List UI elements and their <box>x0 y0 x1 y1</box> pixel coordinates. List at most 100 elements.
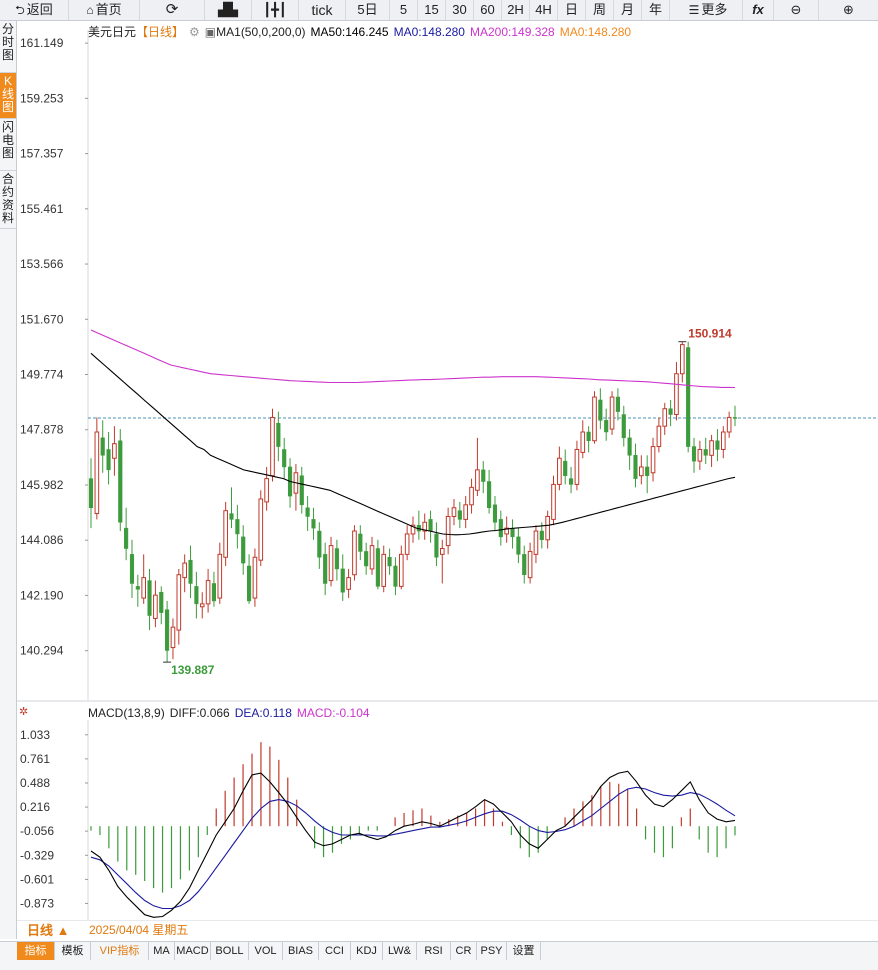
indicator-tab-14[interactable]: 设置 <box>507 942 541 960</box>
candle <box>317 522 322 569</box>
period-button-0[interactable]: 5日 <box>346 0 390 20</box>
indicator-tab-4[interactable]: MACD <box>175 942 211 960</box>
period-button-10[interactable]: 年 <box>642 0 670 20</box>
indicator-tab-8[interactable]: CCI <box>319 942 351 960</box>
tick-button[interactable]: tick <box>299 0 346 20</box>
candle <box>176 568 182 645</box>
candle <box>334 539 339 581</box>
candle-body <box>369 545 375 570</box>
candle <box>205 568 211 613</box>
price-tick-label: 142.190 <box>20 588 64 602</box>
candle-body <box>141 577 147 599</box>
candlestick-button[interactable]: ┃╋┃ <box>252 0 299 20</box>
price-tick-label: 153.566 <box>20 257 64 271</box>
candle <box>124 507 129 561</box>
formula-button[interactable]: fx <box>743 0 774 20</box>
candle-body <box>615 396 620 412</box>
candle-body <box>645 466 650 476</box>
refresh-icon: ⟳ <box>165 1 179 18</box>
ma50-line <box>90 352 736 536</box>
candle-body <box>106 449 111 471</box>
candle <box>270 408 275 482</box>
zoom-in-button[interactable]: ⊕ <box>819 0 878 20</box>
period-button-8[interactable]: 周 <box>586 0 614 20</box>
candle-body <box>153 594 158 619</box>
home-button[interactable]: ⌂ 首页 <box>69 0 140 20</box>
period-button-5[interactable]: 2H <box>502 0 530 20</box>
indicator-tab-11[interactable]: RSI <box>417 942 451 960</box>
indicator-tab-3[interactable]: MA <box>149 942 175 960</box>
candle-body <box>258 498 264 561</box>
candle-body <box>118 440 123 523</box>
candle-body <box>451 507 457 517</box>
indicator-tab-1[interactable]: 模板 <box>55 942 91 960</box>
indicator-tab-9[interactable]: KDJ <box>351 942 383 960</box>
candle <box>211 571 217 607</box>
settings-icon[interactable]: ⚙ <box>189 25 200 39</box>
zoom-out-button[interactable]: ⊖ <box>774 0 819 20</box>
side-tab-2[interactable]: 闪电图 <box>0 119 16 171</box>
candle <box>282 437 287 479</box>
home-label: 首页 <box>95 2 122 17</box>
candle-body <box>112 443 117 459</box>
candle-body <box>551 483 556 520</box>
back-button[interactable]: ⮌ 返回 <box>0 0 69 20</box>
candle-body <box>686 347 691 447</box>
indicator-tab-7[interactable]: BIAS <box>283 942 319 960</box>
macd-tick-label: 1.033 <box>20 728 50 742</box>
indicator-tab-5[interactable]: BOLL <box>211 942 249 960</box>
candle <box>217 542 223 604</box>
candle <box>691 437 697 473</box>
candle-body <box>410 524 416 535</box>
low-label: 139.887 <box>171 663 215 677</box>
indicator-tab-13[interactable]: PSY <box>477 942 507 960</box>
candle-body <box>691 446 697 462</box>
macd-settings-icon[interactable]: ✲ <box>19 706 29 718</box>
candle <box>375 539 380 590</box>
ma0-value-2: MA0:148.280 <box>559 25 632 39</box>
side-tab-0[interactable]: 分时图 <box>0 21 16 73</box>
candle-body <box>510 527 515 538</box>
refresh-button[interactable]: ⟳ <box>140 0 205 20</box>
period-button-9[interactable]: 月 <box>614 0 642 20</box>
candle <box>475 437 480 497</box>
macd-tick-label: 0.216 <box>20 800 50 814</box>
ma200-value: MA200:149.328 <box>469 25 555 39</box>
candle-body <box>188 559 193 584</box>
period-button-6[interactable]: 4H <box>530 0 558 20</box>
indicator-tab-12[interactable]: CR <box>451 942 477 960</box>
period-button-4[interactable]: 60 <box>474 0 502 20</box>
candle <box>650 437 656 482</box>
indicator-tab-10[interactable]: LW& <box>383 942 417 960</box>
candle <box>703 437 708 465</box>
candle-body <box>358 533 363 552</box>
candle-body <box>703 449 708 456</box>
side-tab-3[interactable]: 合约资料 <box>0 171 16 229</box>
candle-body <box>223 510 228 558</box>
more-button[interactable]: ☰ 更多 <box>674 0 743 20</box>
period-button-2[interactable]: 15 <box>418 0 446 20</box>
candle-body <box>264 478 269 503</box>
price-tick-label: 157.357 <box>20 147 64 161</box>
candle <box>604 408 609 441</box>
indicator-tab-2[interactable]: VIP指标 <box>91 942 149 960</box>
bar-chart-icon: ▟▙ <box>218 2 238 17</box>
price-panel: 161.149 159.253 157.357 155.461 153.566 151.6… <box>17 30 878 702</box>
period-button-7[interactable]: 日 <box>558 0 586 20</box>
period-select-button[interactable]: 日线 ▲ <box>27 923 70 938</box>
macd-value: MACD:-0.104 <box>296 706 370 720</box>
candle-body <box>182 562 187 579</box>
candle <box>199 592 205 619</box>
candle <box>533 525 539 564</box>
candle-body <box>147 580 152 616</box>
period-button-1[interactable]: 5 <box>390 0 418 20</box>
indicator-tab-0[interactable]: 指标 <box>17 942 55 960</box>
period-button-3[interactable]: 30 <box>446 0 474 20</box>
candle-body <box>516 536 521 555</box>
bar-chart-button[interactable]: ▟▙ <box>205 0 252 20</box>
candle-body <box>569 478 574 485</box>
indicator-tab-6[interactable]: VOL <box>249 942 283 960</box>
candle <box>510 519 515 549</box>
candle <box>545 510 550 549</box>
